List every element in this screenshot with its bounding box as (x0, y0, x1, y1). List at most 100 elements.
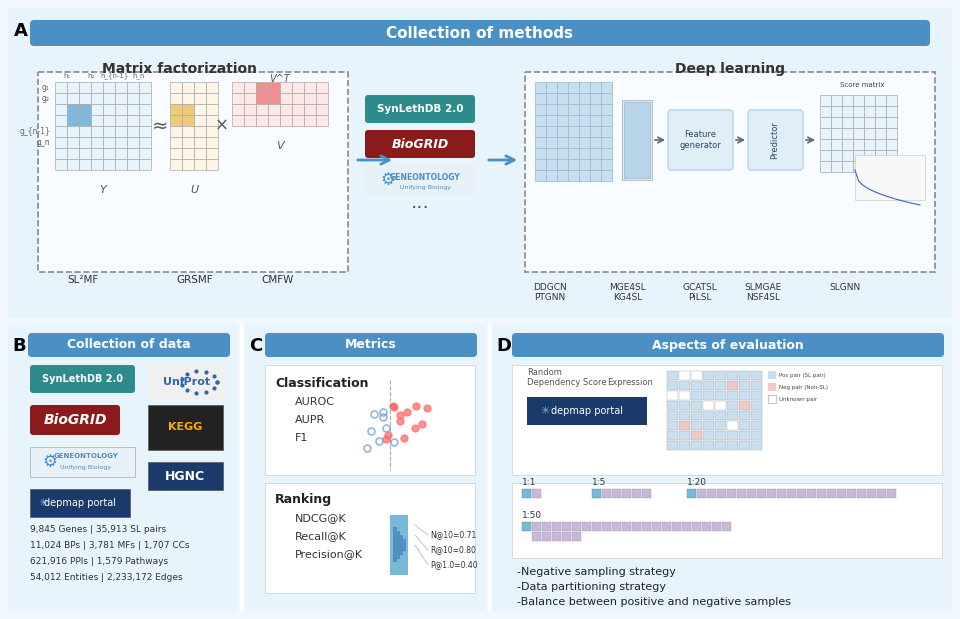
Bar (864, 128, 875, 139)
Bar (612, 489, 621, 498)
Text: h_{n-1}: h_{n-1} (101, 72, 130, 79)
Bar (727, 489, 736, 498)
Bar (67, 137, 79, 148)
Bar (546, 137, 557, 148)
Text: g_n: g_n (36, 138, 50, 147)
Bar (601, 137, 612, 148)
Bar (148, 365, 226, 400)
Bar (79, 93, 91, 104)
Bar (886, 128, 897, 139)
Text: B: B (12, 337, 26, 355)
Bar (853, 161, 864, 172)
Bar (115, 126, 127, 137)
Bar (601, 159, 612, 170)
Text: ⚙: ⚙ (380, 171, 396, 189)
Bar (864, 117, 875, 128)
Text: 621,916 PPIs | 1,579 Pathways: 621,916 PPIs | 1,579 Pathways (30, 557, 168, 566)
Bar (875, 117, 886, 128)
Bar (579, 170, 590, 181)
Text: PTGNN: PTGNN (535, 293, 565, 302)
Bar (170, 148, 182, 159)
Bar (717, 489, 726, 498)
Bar (642, 489, 651, 498)
Bar (679, 401, 690, 410)
Bar (692, 522, 701, 531)
Text: ×: × (215, 117, 228, 135)
Bar (831, 106, 842, 117)
Bar (115, 159, 127, 170)
Bar (535, 170, 546, 181)
Bar (679, 421, 690, 430)
Bar (535, 159, 546, 170)
Bar (170, 159, 182, 170)
Bar (127, 137, 139, 148)
Bar (280, 115, 292, 126)
Bar (864, 161, 875, 172)
Bar (280, 104, 292, 115)
Bar (535, 115, 546, 126)
Bar (767, 489, 776, 498)
Text: GRSMF: GRSMF (177, 275, 213, 285)
Bar (103, 137, 115, 148)
Bar (170, 126, 182, 137)
Bar (568, 115, 579, 126)
Bar (557, 93, 568, 104)
Bar (532, 532, 541, 541)
Bar (853, 117, 864, 128)
Bar (194, 93, 206, 104)
Bar (103, 115, 115, 126)
Bar (817, 489, 826, 498)
Bar (55, 137, 67, 148)
Bar (244, 82, 256, 93)
Bar (820, 128, 831, 139)
Bar (747, 489, 756, 498)
Bar (127, 115, 139, 126)
Bar (568, 93, 579, 104)
Bar (557, 115, 568, 126)
Bar (557, 170, 568, 181)
Bar (715, 391, 726, 400)
Bar (875, 106, 886, 117)
Bar (194, 104, 206, 115)
Bar (55, 159, 67, 170)
Bar (579, 93, 590, 104)
Bar (115, 137, 127, 148)
Bar (722, 522, 731, 531)
Bar (127, 148, 139, 159)
Bar (292, 82, 304, 93)
Bar (206, 148, 218, 159)
Bar (739, 411, 750, 420)
Bar (280, 93, 292, 104)
Bar (194, 137, 206, 148)
Bar (557, 126, 568, 137)
Text: depmap portal: depmap portal (551, 406, 623, 416)
Bar (568, 104, 579, 115)
Bar (590, 82, 601, 93)
FancyBboxPatch shape (512, 333, 944, 357)
Bar (67, 126, 79, 137)
Bar (572, 532, 581, 541)
Bar (79, 148, 91, 159)
Bar (245, 325, 485, 611)
Bar (206, 159, 218, 170)
FancyArrowPatch shape (489, 156, 515, 164)
Bar (182, 115, 194, 126)
Bar (667, 371, 678, 380)
Bar (842, 139, 853, 150)
Text: SynLethDB 2.0: SynLethDB 2.0 (41, 374, 123, 384)
Bar (679, 431, 690, 440)
Bar (206, 82, 218, 93)
Bar (702, 522, 711, 531)
Bar (292, 104, 304, 115)
Bar (691, 431, 702, 440)
Text: Predictor: Predictor (771, 121, 780, 159)
Bar (864, 95, 875, 106)
Bar (546, 126, 557, 137)
Text: A: A (14, 22, 28, 40)
Bar (601, 115, 612, 126)
Text: AUPR: AUPR (295, 415, 325, 425)
Text: -Negative sampling strategy: -Negative sampling strategy (517, 567, 676, 577)
Bar (827, 489, 836, 498)
Bar (853, 139, 864, 150)
Bar (579, 159, 590, 170)
